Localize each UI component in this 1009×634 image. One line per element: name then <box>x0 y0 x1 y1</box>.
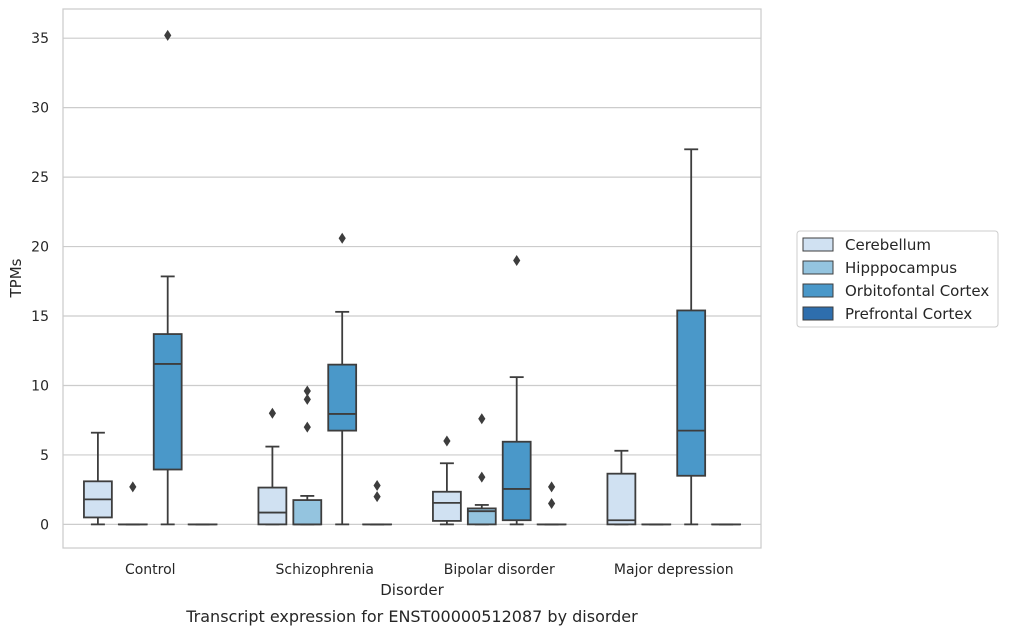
y-tick-labels: 0 5 10 15 20 25 30 35 <box>31 31 49 533</box>
y-tick-label: 30 <box>31 101 49 117</box>
x-tick-labels: Control Schizophrenia Bipolar disorder Majo… <box>125 562 734 578</box>
outlier-point <box>443 435 451 447</box>
box-body <box>466 507 497 526</box>
box-body <box>606 472 637 526</box>
plot-frame <box>62 8 762 549</box>
box-body <box>292 499 323 526</box>
y-tick-label: 10 <box>31 378 49 394</box>
legend-items: Cerebellum Hipppocampus Orbitofontal Corte… <box>802 236 989 323</box>
box-cerebellum <box>83 431 113 526</box>
outlier-point <box>303 393 311 405</box>
outlier-point <box>373 479 381 491</box>
y-tick-label: 0 <box>40 517 49 533</box>
y-tick-label: 5 <box>40 448 49 464</box>
legend-swatch <box>802 283 834 298</box>
outlier-point <box>548 481 556 493</box>
outlier-point <box>548 498 556 510</box>
box-hipppocampus <box>466 413 497 526</box>
box-body <box>432 490 462 522</box>
outlier-point <box>478 471 486 483</box>
legend: Cerebellum Hipppocampus Orbitofontal Corte… <box>796 230 999 328</box>
y-tick-label: 15 <box>31 309 49 325</box>
chart-caption: Transcript expression for ENST0000051208… <box>185 607 638 626</box>
box-prefrontal-cortex <box>536 481 567 526</box>
y-tick-label: 20 <box>31 240 49 256</box>
legend-label: Orbitofontal Cortex <box>845 282 989 300</box>
x-tick-label: Major depression <box>614 562 734 578</box>
box-body <box>501 440 532 522</box>
outlier-point <box>478 413 486 425</box>
box-hipppocampus <box>292 385 323 526</box>
box-cerebellum <box>257 407 288 526</box>
y-tick-label: 25 <box>31 170 49 186</box>
outlier-point <box>373 491 381 503</box>
box-orbitofontal-cortex <box>152 29 183 526</box>
outlier-point <box>268 407 276 419</box>
outlier-point <box>513 254 521 266</box>
outlier-point <box>303 421 311 433</box>
legend-label: Hipppocampus <box>845 259 957 277</box>
legend-label: Prefrontal Cortex <box>845 305 972 323</box>
box-cerebellum <box>606 449 637 526</box>
legend-swatch <box>802 306 834 321</box>
x-tick-label: Bipolar disorder <box>444 562 555 578</box>
box-body <box>152 333 183 471</box>
x-axis-label: Disorder <box>380 581 444 599</box>
box-cerebellum <box>432 435 462 526</box>
box-body <box>327 363 358 432</box>
outlier-point <box>164 29 172 41</box>
outlier-point <box>129 481 137 493</box>
box-orbitofontal-cortex <box>327 232 358 526</box>
legend-swatch <box>802 260 834 275</box>
outlier-point <box>338 232 346 244</box>
x-tick-label: Control <box>125 562 176 578</box>
box-body <box>676 309 707 477</box>
box-body <box>257 486 288 526</box>
legend-label: Cerebellum <box>845 236 931 254</box>
legend-frame <box>796 230 999 328</box>
box-orbitofontal-cortex <box>501 254 532 526</box>
boxes-layer <box>83 29 741 526</box>
outlier-point <box>303 385 311 397</box>
y-tick-label: 35 <box>31 31 49 47</box>
legend-swatch <box>802 237 834 252</box>
box-hipppocampus <box>117 481 148 526</box>
x-tick-label: Schizophrenia <box>276 562 374 578</box>
box-prefrontal-cortex <box>362 479 392 526</box>
y-axis-label: TPMs <box>7 258 25 298</box>
box-orbitofontal-cortex <box>676 148 707 526</box>
